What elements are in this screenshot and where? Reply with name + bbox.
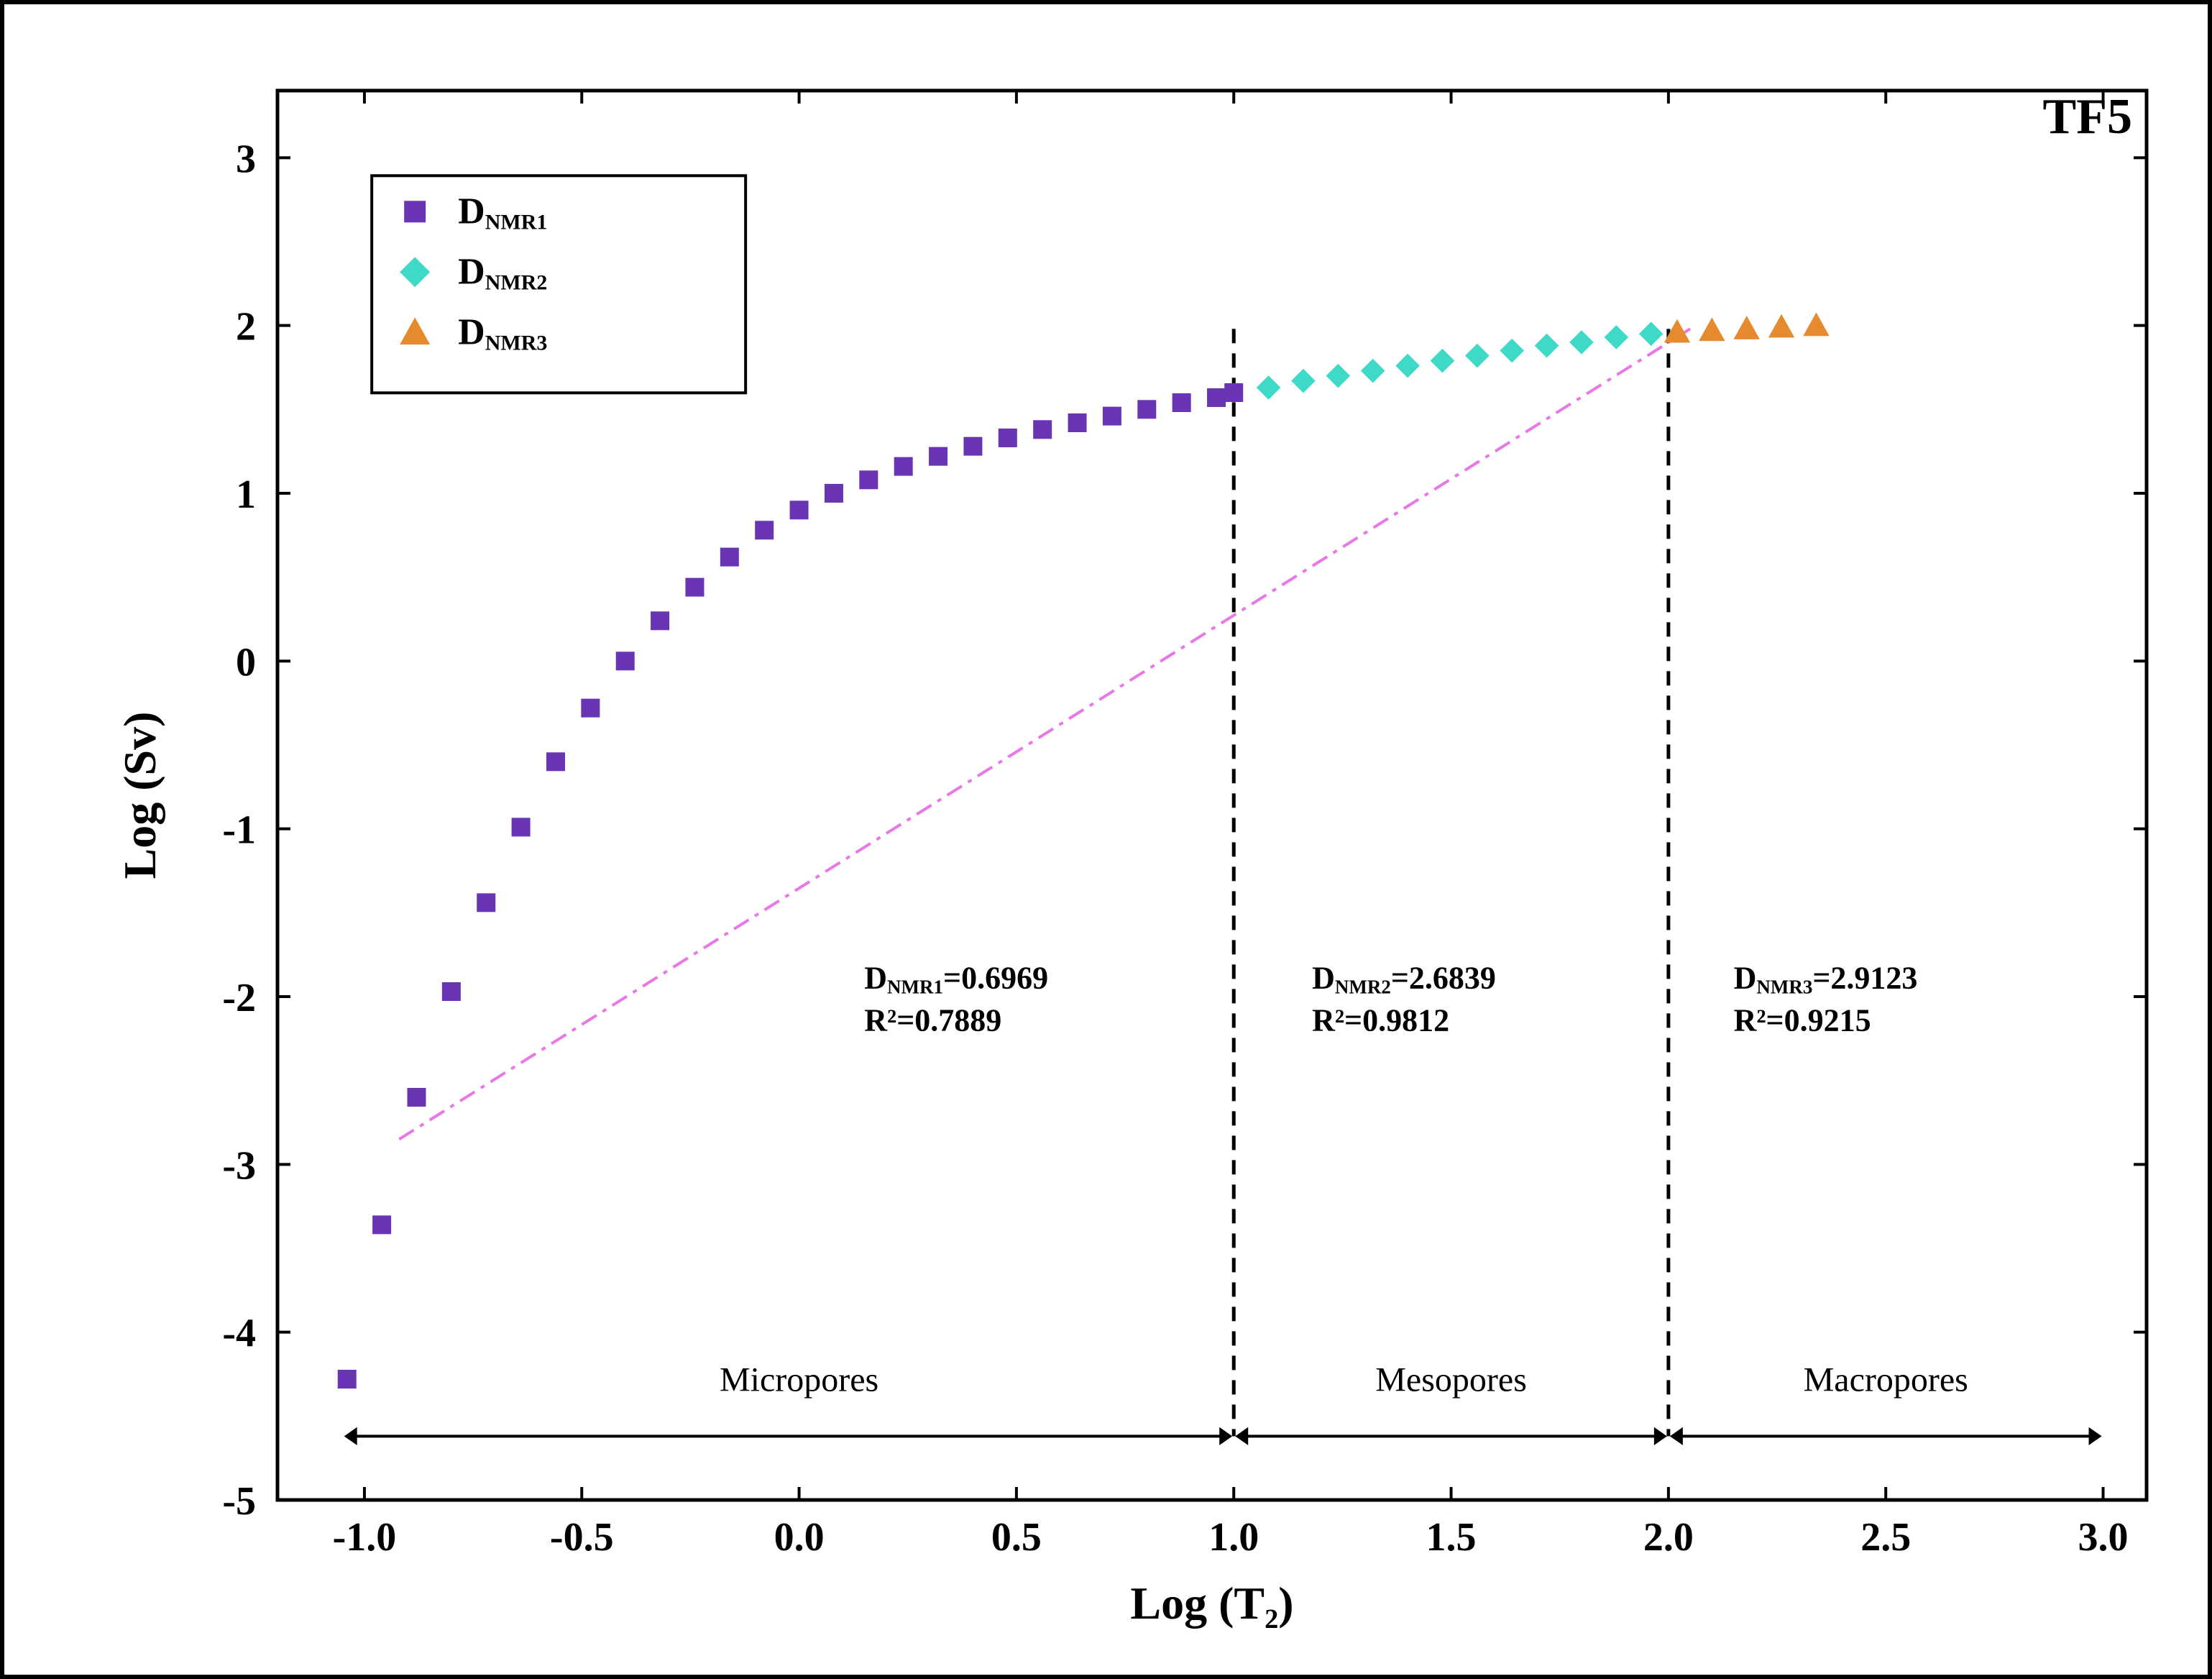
marker-diamond: [1500, 339, 1524, 363]
marker-square: [929, 447, 947, 466]
marker-square: [581, 699, 600, 718]
marker-diamond: [1361, 359, 1385, 383]
marker-square: [1172, 393, 1191, 412]
marker-square: [1033, 420, 1052, 439]
marker-diamond: [1639, 322, 1663, 347]
marker-square: [477, 893, 495, 912]
y-tick-label: 1: [236, 472, 256, 517]
series-DNMR3: [1664, 312, 1830, 342]
marker-square: [790, 500, 809, 519]
marker-diamond: [1535, 334, 1559, 358]
figure-frame: -1.0 -0.5 0.0 0.5 1.0 1.5 2.0 2.5 3.0 -5 -4 -3 -2 -1 0…: [0, 0, 2212, 1679]
region-label: Macropores: [1804, 1360, 1968, 1399]
y-tick-label: -5: [222, 1479, 256, 1524]
y-tick-label: -4: [222, 1312, 256, 1356]
marker-diamond: [1291, 369, 1316, 393]
marker-square: [825, 484, 843, 503]
x-tick-label: 1.5: [1426, 1515, 1477, 1560]
fit-annotation: DNMR3=2.9123: [1734, 960, 1918, 997]
marker-square: [616, 651, 635, 670]
arrowhead-icon: [1219, 1427, 1232, 1445]
x-tick-label: -1.0: [333, 1515, 397, 1560]
marker-diamond: [1257, 375, 1281, 400]
marker-square: [894, 457, 913, 476]
marker-diamond: [1395, 354, 1420, 378]
x-tick-label: -0.5: [550, 1515, 614, 1560]
marker-triangle: [1803, 312, 1829, 336]
marker-diamond: [1605, 325, 1629, 349]
fit-annotation-r2: R²=0.9812: [1312, 1003, 1449, 1038]
fit-annotation-r2: R²=0.9215: [1734, 1003, 1871, 1038]
marker-square: [963, 437, 982, 456]
marker-square: [442, 982, 461, 1001]
marker-square: [755, 521, 774, 539]
x-tick-label: 0.0: [774, 1515, 825, 1560]
fit-annotation: DNMR1=0.6969: [864, 960, 1048, 997]
y-tick-label: -3: [222, 1143, 256, 1188]
fit-annotation-r2: R²=0.7889: [864, 1003, 1001, 1038]
marker-square: [1224, 383, 1243, 402]
x-tick-label: 2.5: [1860, 1515, 1911, 1560]
marker-square: [1068, 413, 1087, 432]
marker-diamond: [1569, 330, 1594, 354]
y-tick-label: 3: [236, 137, 256, 181]
x-tick-label: 0.5: [991, 1515, 1042, 1560]
series-DNMR1: [338, 383, 1243, 1389]
marker-triangle: [1734, 316, 1760, 339]
marker-square: [1137, 400, 1156, 418]
marker-square: [1207, 388, 1226, 407]
x-tick-label: 3.0: [2078, 1515, 2129, 1560]
y-tick-label: 0: [236, 640, 256, 685]
y-tick-label: -1: [222, 808, 256, 853]
fit-line: [399, 329, 1690, 1139]
y-tick-label: 2: [236, 305, 256, 349]
marker-square: [404, 201, 426, 222]
marker-square: [372, 1215, 391, 1234]
marker-triangle: [1699, 317, 1725, 341]
marker-square: [546, 752, 565, 771]
marker-triangle: [1768, 314, 1794, 338]
marker-square: [512, 818, 531, 836]
arrowhead-icon: [344, 1427, 357, 1445]
fit-annotation: DNMR2=2.6839: [1312, 960, 1496, 997]
arrowhead-icon: [2089, 1427, 2102, 1445]
chart-canvas: -1.0 -0.5 0.0 0.5 1.0 1.5 2.0 2.5 3.0 -5 -4 -3 -2 -1 0…: [4, 4, 2208, 1675]
marker-diamond: [1326, 364, 1351, 388]
marker-square: [685, 578, 704, 597]
marker-square: [720, 548, 739, 567]
arrowhead-icon: [1654, 1427, 1667, 1445]
marker-square: [1103, 407, 1121, 426]
y-axis-label: Log (Sᴠ): [114, 712, 165, 879]
marker-diamond: [1431, 349, 1455, 373]
arrowhead-icon: [1235, 1427, 1248, 1445]
marker-square: [407, 1088, 426, 1107]
series-DNMR2: [1257, 322, 1663, 400]
x-tick-label: 2.0: [1643, 1515, 1694, 1560]
panel-tag: TF5: [2043, 89, 2132, 145]
legend-box: [372, 175, 745, 393]
arrowhead-icon: [1670, 1427, 1683, 1445]
marker-square: [651, 611, 669, 630]
marker-diamond: [1465, 344, 1490, 368]
region-label: Micropores: [720, 1360, 878, 1399]
marker-square: [999, 429, 1017, 447]
marker-square: [338, 1370, 357, 1389]
marker-square: [859, 470, 878, 489]
x-axis-label: Log (T₂): [1130, 1578, 1293, 1629]
region-label: Mesopores: [1375, 1360, 1527, 1399]
x-tick-label: 1.0: [1208, 1515, 1259, 1560]
y-tick-label: -2: [222, 976, 256, 1020]
